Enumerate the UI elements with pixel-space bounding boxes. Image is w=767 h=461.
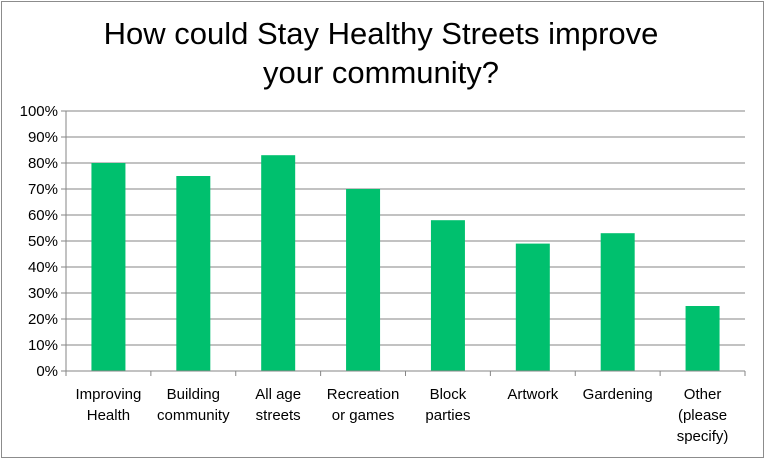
x-tick-label: specify) [677, 428, 729, 445]
bar [515, 243, 550, 371]
x-tick-label: or games [332, 407, 395, 424]
chart-title: How could Stay Healthy Streets improve yo… [104, 16, 659, 90]
y-tick-label: 90% [28, 129, 58, 146]
x-tick-label: community [157, 407, 230, 424]
bar [600, 233, 635, 371]
y-tick-label: 20% [28, 311, 58, 328]
chart-title-line: your community? [263, 55, 499, 90]
chart-title-line: How could Stay Healthy Streets improve [104, 16, 659, 51]
x-tick-label: Block [430, 386, 467, 403]
y-tick-label: 50% [28, 233, 58, 250]
gridlines [61, 110, 745, 372]
y-tick-label: 100% [20, 103, 58, 120]
bar [261, 155, 296, 371]
bars [91, 155, 720, 371]
x-tick-label: parties [425, 407, 470, 424]
bar [91, 163, 126, 371]
bar [346, 189, 381, 371]
x-tick-label: All age [255, 386, 301, 403]
y-tick-label: 70% [28, 181, 58, 198]
y-tick-label: 0% [36, 363, 58, 380]
y-tick-label: 30% [28, 285, 58, 302]
y-tick-label: 40% [28, 259, 58, 276]
y-tick-label: 60% [28, 207, 58, 224]
x-tick-label: (please [678, 407, 727, 424]
x-tick-label: Building [167, 386, 220, 403]
y-tick-label: 80% [28, 155, 58, 172]
x-tick-label: Recreation [327, 386, 400, 403]
y-tick-label: 10% [28, 337, 58, 354]
x-axis-tick-labels: Improving Health Building community All age s… [76, 386, 729, 445]
bar [176, 176, 211, 371]
axes [65, 111, 746, 376]
bar [430, 220, 465, 371]
x-tick-label: streets [256, 407, 301, 424]
x-tick-label: Health [87, 407, 130, 424]
bar [685, 306, 720, 371]
y-axis-tick-labels: 0% 10% 20% 30% 40% 50% 60% 70% 80% 90% 100% [20, 103, 58, 380]
x-tick-label: Artwork [507, 386, 558, 403]
x-tick-label: Improving [76, 386, 142, 403]
x-tick-label: Gardening [583, 386, 653, 403]
x-tick-label: Other [684, 386, 722, 403]
